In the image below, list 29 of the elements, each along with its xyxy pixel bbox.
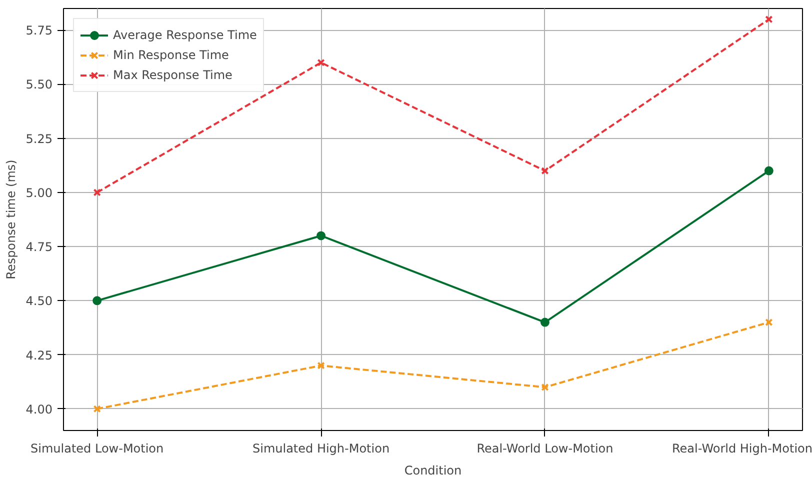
point [316, 231, 326, 240]
point [764, 166, 774, 176]
point [317, 58, 325, 66]
x-tick-label: Real-World High-Motion [672, 442, 812, 456]
point [541, 166, 549, 175]
point [540, 318, 550, 327]
point [765, 318, 773, 326]
y-axis-title: Response time (ms) [4, 160, 18, 280]
legend-label: Average Response Time [113, 28, 257, 42]
x-tick-label: Simulated High-Motion [252, 442, 390, 456]
point [317, 362, 325, 370]
y-tick-label: 4.50 [26, 294, 52, 308]
legend-label: Min Response Time [113, 48, 229, 62]
point [93, 405, 101, 413]
y-tick-label: 5.50 [26, 78, 52, 92]
x-axis-title: Condition [404, 464, 462, 478]
y-tick-label: 5.75 [26, 24, 52, 38]
point [541, 383, 549, 392]
y-tick-label: 4.00 [26, 402, 52, 416]
y-tick-label: 4.75 [26, 240, 52, 254]
point [92, 296, 102, 306]
point [93, 188, 101, 196]
x-tick-label: Simulated Low-Motion [30, 442, 164, 456]
y-tick-label: 5.25 [26, 132, 52, 146]
y-tick-label: 4.25 [26, 348, 52, 362]
x-tick-label: Real-World Low-Motion [476, 442, 614, 456]
y-tick-label: 5.00 [26, 186, 52, 200]
legend-label: Max Response Time [113, 68, 232, 82]
point [765, 15, 773, 24]
